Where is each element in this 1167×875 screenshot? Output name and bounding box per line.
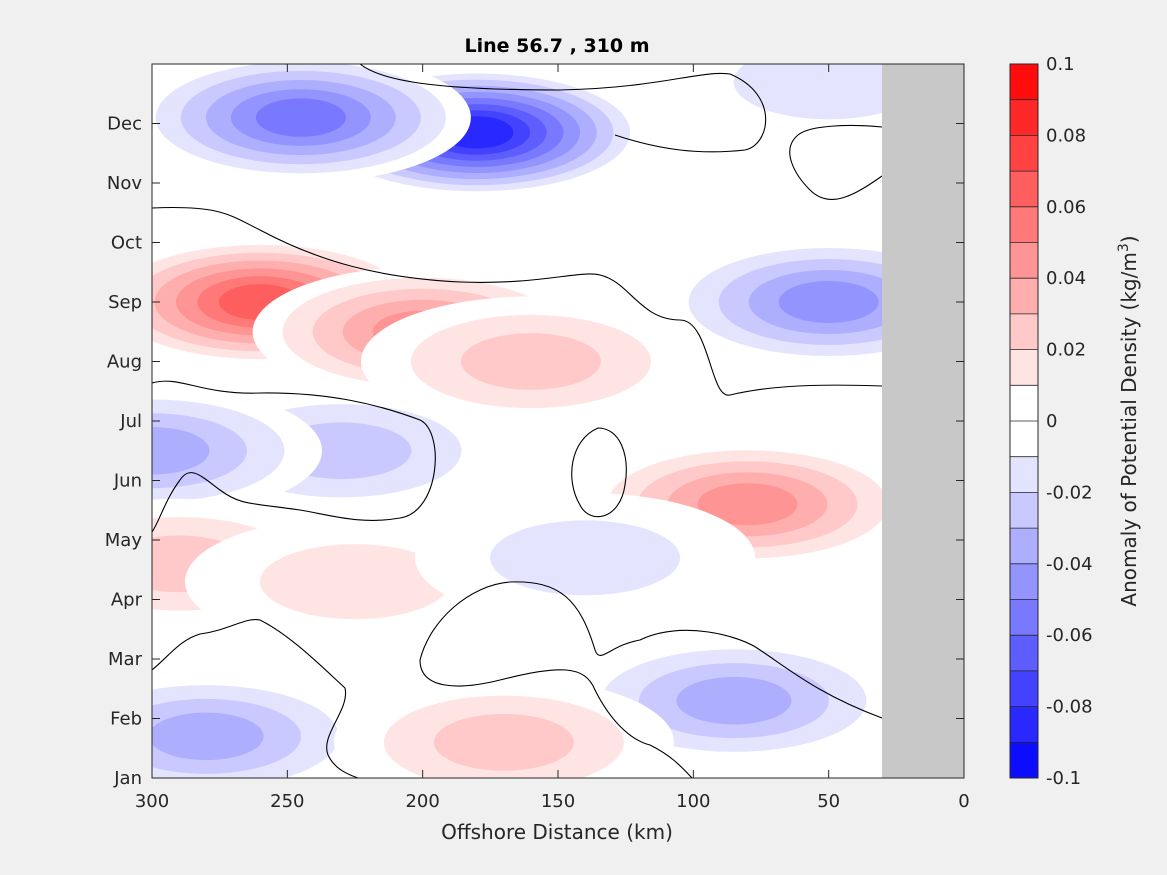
anomaly-band — [697, 483, 798, 526]
colorbar: 0.1 0.08 0.06 0.04 0.02 0 -0.02 -0.04 -0.06 -0.08… — [1009, 54, 1093, 789]
no-data-region — [882, 64, 964, 778]
colorbar-swatch — [1010, 635, 1038, 672]
colorbar-swatch — [1010, 313, 1038, 351]
colorbar-swatch — [1010, 599, 1038, 636]
colorbar-tick-label: 0.1 — [1046, 54, 1075, 75]
x-axis: 300 250 200 150 100 50 0 — [135, 64, 970, 812]
colorbar-tick-label: 0.06 — [1046, 197, 1086, 218]
colorbar-swatch — [1010, 349, 1038, 386]
colorbar-swatch — [1010, 670, 1038, 708]
anomaly-band — [433, 713, 574, 771]
colorbar-swatch — [1010, 563, 1038, 600]
colorbar-swatch — [1010, 528, 1038, 565]
colorbar-swatch — [1010, 492, 1038, 529]
zero-contour-line — [359, 64, 767, 153]
colorbar-tick-label: -0.1 — [1046, 768, 1081, 789]
anomaly-band — [152, 712, 264, 761]
zero-contour-line — [419, 581, 883, 719]
y-tick-label: Apr — [111, 590, 143, 611]
colorbar-swatch — [1010, 206, 1038, 243]
x-tick-label: 0 — [958, 791, 969, 812]
zero-contour-line — [152, 380, 436, 533]
y-tick-label: May — [105, 530, 143, 551]
colorbar-tick-label: -0.04 — [1046, 554, 1093, 575]
density-anomaly-field — [152, 64, 964, 778]
colorbar-swatch — [1010, 456, 1038, 493]
x-axis-label: Offshore Distance (km) — [441, 820, 673, 844]
colorbar-swatch — [1010, 278, 1038, 315]
colorbar-swatch — [1010, 421, 1038, 458]
zero-contour-line — [152, 206, 883, 396]
colorbar-tick-label: 0 — [1046, 411, 1057, 432]
y-tick-label: Nov — [107, 173, 142, 194]
y-axis: Jan Feb Mar Apr May Jun Jul Aug Sep Oct Nov Dec — [105, 114, 964, 789]
x-tick-label: 100 — [676, 791, 710, 812]
zero-contour-line — [152, 619, 359, 778]
colorbar-swatch — [1010, 742, 1038, 779]
y-tick-label: Sep — [108, 292, 142, 313]
colorbar-swatch — [1010, 64, 1038, 101]
x-tick-label: 300 — [135, 791, 169, 812]
colorbar-tick-label: 0.04 — [1046, 268, 1086, 289]
colorbar-swatch — [1010, 171, 1038, 208]
colorbar-label-main: Anomaly of Potential Density (kg/m — [1117, 252, 1141, 606]
y-tick-label: Mar — [108, 649, 143, 670]
zero-contour-line — [419, 659, 693, 778]
x-tick-label: 200 — [405, 791, 439, 812]
colorbar-swatch — [1010, 135, 1038, 172]
x-tick-label: 50 — [817, 791, 840, 812]
anomaly-band — [733, 64, 924, 120]
anomaly-band — [255, 98, 346, 137]
colorbar-tick-label: -0.06 — [1046, 625, 1093, 646]
colorbar-tick-label: 0.02 — [1046, 340, 1086, 361]
zero-contour-line — [789, 124, 883, 200]
x-tick-label: 150 — [541, 791, 575, 812]
anomaly-band — [490, 520, 681, 596]
anomaly-band — [152, 427, 210, 475]
x-tick-label: 250 — [270, 791, 304, 812]
colorbar-frame — [1009, 63, 1039, 779]
colorbar-label-end: ) — [1117, 235, 1141, 243]
anomaly-band — [260, 544, 450, 620]
y-tick-label: Jun — [113, 471, 142, 492]
anomaly-band — [778, 281, 879, 323]
anomaly-band — [676, 676, 792, 725]
y-tick-label: Aug — [107, 352, 142, 373]
y-tick-label: Feb — [110, 709, 142, 730]
zero-contour-lines — [152, 64, 883, 778]
anomaly-band — [460, 333, 601, 390]
colorbar-tick-label: 0.08 — [1046, 125, 1086, 146]
colorbar-swatch — [1010, 385, 1038, 422]
colorbar-label: Anomaly of Potential Density (kg/m3) — [1116, 235, 1141, 606]
y-tick-label: Jul — [119, 411, 142, 432]
colorbar-swatch — [1010, 99, 1038, 136]
colorbar-swatch — [1010, 242, 1038, 279]
zero-contour-line — [571, 427, 627, 518]
colorbar-tick-label: -0.02 — [1046, 482, 1093, 503]
y-tick-label: Dec — [107, 114, 142, 135]
chart-title: Line 56.7 , 310 m — [464, 35, 649, 57]
colorbar-tick-label: -0.08 — [1046, 697, 1093, 718]
y-tick-label: Jan — [113, 768, 142, 789]
colorbar-swatch — [1010, 706, 1038, 743]
y-tick-label: Oct — [111, 233, 142, 254]
colorbar-label-superscript: 3 — [1116, 243, 1132, 252]
